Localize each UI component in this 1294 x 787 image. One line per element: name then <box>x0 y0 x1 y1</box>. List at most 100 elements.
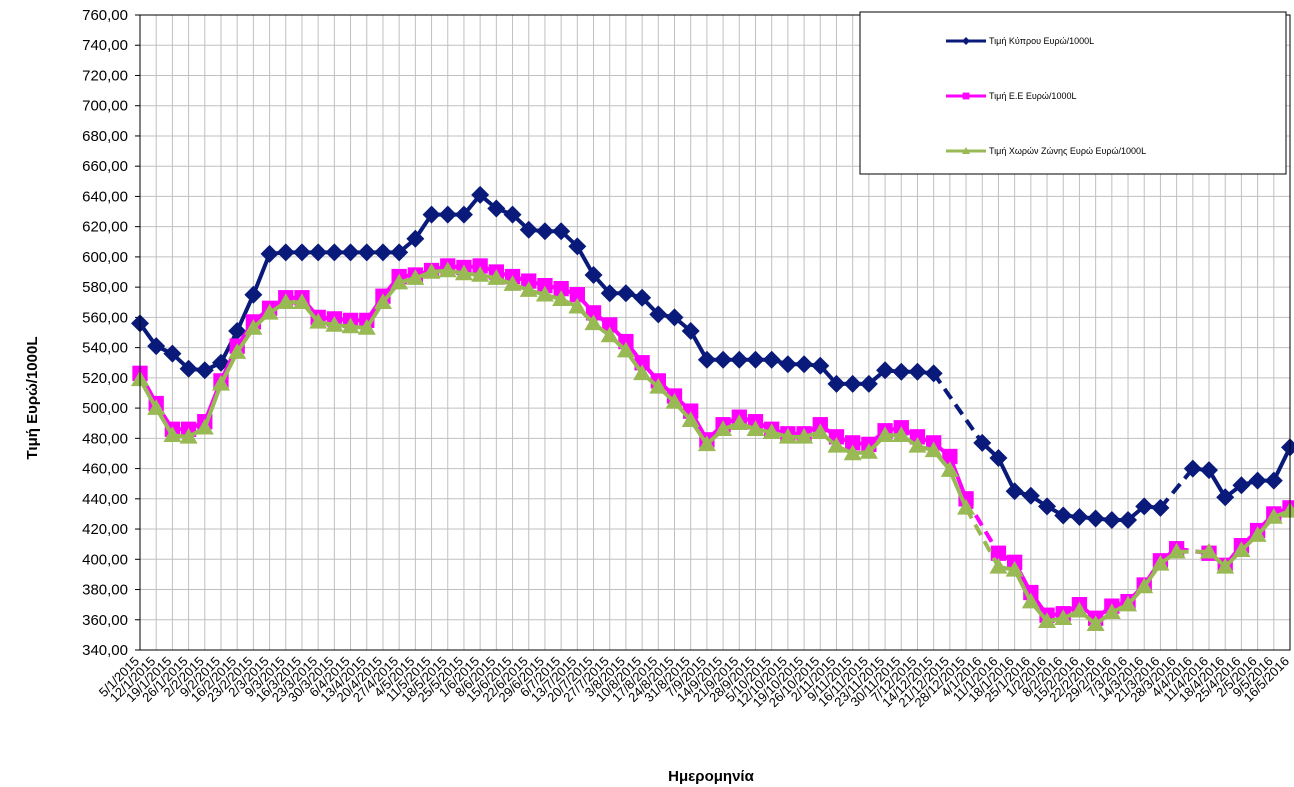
data-point <box>1005 482 1024 501</box>
series-gap-line <box>964 497 1001 555</box>
data-point <box>341 317 360 334</box>
data-point <box>730 414 749 430</box>
data-point <box>1054 506 1073 525</box>
data-point <box>1070 601 1089 618</box>
data-point <box>876 361 895 380</box>
data-point <box>472 258 488 274</box>
data-point <box>1232 541 1251 557</box>
data-point <box>665 308 684 327</box>
data-point <box>811 423 830 440</box>
series-gap-line <box>964 506 1001 568</box>
data-point <box>649 305 668 324</box>
series-3 <box>131 261 1294 632</box>
data-point <box>163 426 182 443</box>
data-point <box>1038 612 1057 629</box>
data-point <box>147 399 166 415</box>
y-tick-label: 460,00 <box>82 461 128 478</box>
data-point <box>989 448 1008 467</box>
data-point <box>390 273 409 290</box>
data-point <box>1264 507 1283 524</box>
data-point <box>746 420 765 437</box>
data-point <box>195 418 214 435</box>
y-tick-label: 740,00 <box>82 37 128 54</box>
data-point <box>1070 507 1089 526</box>
data-point <box>276 243 295 262</box>
data-point <box>876 426 895 443</box>
data-point <box>681 411 700 427</box>
data-point <box>924 364 943 383</box>
y-tick-label: 560,00 <box>82 309 128 326</box>
data-point <box>924 441 943 458</box>
data-point <box>487 199 506 218</box>
data-point <box>940 461 959 477</box>
x-axis-title: Ημερομηνία <box>668 768 754 785</box>
data-point <box>244 318 263 335</box>
data-point <box>1281 438 1294 457</box>
data-point <box>569 287 585 303</box>
data-point <box>957 498 976 515</box>
data-point <box>260 303 279 320</box>
data-point <box>746 350 765 369</box>
data-point <box>843 444 862 461</box>
data-point <box>438 261 457 278</box>
data-point <box>357 243 376 262</box>
y-axis-title: Τιμή Ευρώ/1000L <box>24 337 41 460</box>
data-point <box>487 269 506 285</box>
data-point <box>649 377 668 394</box>
data-point <box>778 355 797 374</box>
data-point <box>1135 577 1154 594</box>
data-point <box>325 243 344 262</box>
data-point <box>843 374 862 393</box>
data-point <box>973 433 992 452</box>
data-point <box>1021 592 1040 609</box>
y-tick-label: 360,00 <box>82 612 128 629</box>
data-point <box>1200 461 1219 480</box>
data-point <box>600 326 619 343</box>
data-point <box>292 243 311 262</box>
data-point <box>962 92 970 100</box>
data-point <box>762 423 781 440</box>
data-point <box>552 290 571 306</box>
y-tick-label: 380,00 <box>82 582 128 599</box>
data-point <box>1248 526 1267 542</box>
data-point <box>795 355 814 374</box>
x-axis-tick-labels: 5/1/201512/1/201519/1/201526/1/20152/2/2… <box>96 654 1292 711</box>
data-point <box>535 222 554 241</box>
y-tick-label: 500,00 <box>82 400 128 417</box>
series-line <box>980 441 1161 522</box>
series-gap-line <box>932 372 984 445</box>
data-point <box>454 205 473 224</box>
data-point <box>990 545 1007 561</box>
data-point <box>1086 509 1105 528</box>
data-point <box>179 359 198 378</box>
legend-item-2: Τιμή Ε.Ε Ευρώ/1000L <box>946 91 1076 101</box>
data-point <box>1248 471 1267 490</box>
data-point <box>1038 497 1057 516</box>
legend-box <box>859 11 1287 175</box>
data-point <box>1135 497 1154 516</box>
y-tick-label: 480,00 <box>82 430 128 447</box>
data-point <box>519 281 538 297</box>
data-point <box>602 317 618 333</box>
data-point <box>962 37 970 45</box>
data-point <box>228 343 247 359</box>
data-point <box>260 244 279 263</box>
data-point <box>1005 560 1024 577</box>
legend-label: Τιμή Ε.Ε Ευρώ/1000L <box>989 91 1076 101</box>
data-point <box>778 427 797 444</box>
data-point <box>1232 476 1251 495</box>
y-tick-label: 520,00 <box>82 370 128 387</box>
data-point <box>1151 498 1170 517</box>
data-point <box>730 350 749 369</box>
data-point <box>276 293 295 310</box>
legend-label: Τιμή Χωρών Ζώνης Ευρώ Ευρώ/1000L <box>989 146 1146 156</box>
data-point <box>179 427 198 444</box>
data-point <box>535 285 554 302</box>
legend-item-1: Τιμή Κύπρου Ευρώ/1000L <box>946 36 1094 46</box>
data-point <box>147 337 166 356</box>
y-tick-label: 540,00 <box>82 340 128 357</box>
data-point <box>1183 459 1202 478</box>
data-point <box>892 362 911 381</box>
data-point <box>1216 488 1235 507</box>
